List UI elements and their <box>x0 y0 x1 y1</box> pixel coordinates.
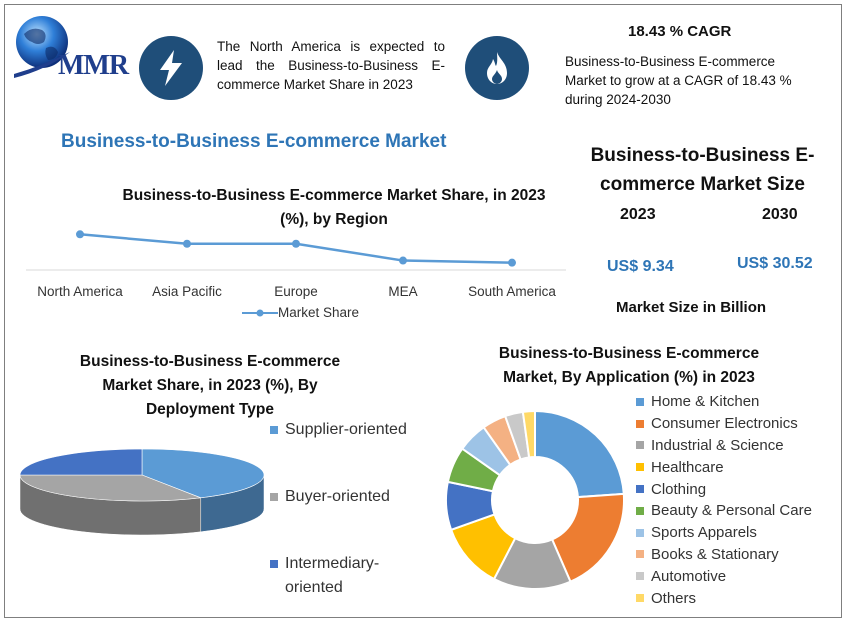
donut-slice <box>521 409 536 459</box>
main-title: Business-to-Business E-commerce Market <box>61 131 447 152</box>
flame-icon <box>465 36 529 100</box>
legend-label: Home & Kitchen <box>651 393 760 411</box>
legend-swatch <box>636 572 644 581</box>
legend-label: Consumer Electronics <box>651 415 798 433</box>
pie-slice <box>19 448 143 476</box>
pie-slice <box>141 448 265 499</box>
legend-item: Beauty & Personal Care <box>636 500 846 522</box>
region-chart-title: Business-to-Business E-commerce Market S… <box>122 187 546 228</box>
legend-item: Consumer Electronics <box>636 413 846 435</box>
x-tick-label: Asia Pacific <box>152 284 222 299</box>
legend-swatch <box>270 426 278 434</box>
legend-label: Healthcare <box>651 458 724 476</box>
x-tick-label: South America <box>468 284 556 299</box>
legend-label: Supplier-oriented <box>285 421 407 438</box>
lightning-icon <box>139 36 203 100</box>
legend-label: Clothing <box>651 480 707 498</box>
legend-swatch <box>636 528 644 537</box>
market-share-point <box>292 239 300 248</box>
legend-label: Automotive <box>651 567 727 585</box>
legend-label: Others <box>651 589 697 607</box>
x-tick-label: Europe <box>274 284 318 299</box>
application-legend: Home & Kitchen Consumer Electronics Indust… <box>636 391 846 609</box>
market-share-point <box>399 256 407 265</box>
globe-logo-icon <box>14 16 70 78</box>
market-size-value-2030: US$ 30.52 <box>737 255 813 272</box>
legend-item: Clothing <box>636 478 846 500</box>
application-chart-title: Business-to-Business E-commerce Market, … <box>498 345 760 386</box>
legend-swatch <box>636 485 644 494</box>
legend-swatch <box>270 560 278 568</box>
market-size-year-2030: 2030 <box>762 206 798 223</box>
legend-item: Automotive <box>636 565 846 587</box>
market-share-point <box>508 258 516 267</box>
legend-swatch <box>636 397 644 406</box>
legend-item: Others <box>636 587 846 609</box>
legend-swatch <box>636 594 644 603</box>
market-size-year-2023: 2023 <box>620 206 656 223</box>
market-share-point <box>183 239 191 248</box>
legend-item: Industrial & Science <box>636 435 846 457</box>
market-share-point <box>76 230 84 239</box>
legend-label: Industrial & Science <box>651 436 784 454</box>
legend-label: Buyer-oriented <box>285 488 390 505</box>
legend-label: Intermediary-oriented <box>285 555 380 596</box>
logo-text: MMR <box>58 50 129 81</box>
legend-item-supplier: Supplier-oriented <box>270 418 420 442</box>
infographic-frame <box>4 4 842 618</box>
market-size-value-2023: US$ 9.34 <box>607 258 674 275</box>
pie-slice <box>19 474 201 502</box>
legend-swatch <box>270 493 278 501</box>
x-tick-label: North America <box>37 284 123 299</box>
legend-swatch <box>636 441 644 450</box>
legend-item-buyer: Buyer-oriented <box>270 485 420 509</box>
region-chart-legend: Market Share <box>242 305 359 320</box>
legend-swatch <box>636 506 644 515</box>
legend-label: Beauty & Personal Care <box>651 502 812 520</box>
legend-item: Books & Stationary <box>636 544 846 566</box>
market-size-title: Business-to-Business E-commerce Market S… <box>590 145 815 195</box>
cagr-title: 18.43 % CAGR <box>628 23 732 40</box>
legend-label: Sports Apparels <box>651 524 757 542</box>
legend-swatch <box>636 419 644 428</box>
legend-item: Sports Apparels <box>636 522 846 544</box>
region-lead-note: The North America is expected to lead th… <box>217 39 445 92</box>
legend-swatch <box>636 463 644 472</box>
legend-swatch <box>636 550 644 559</box>
x-tick-label: MEA <box>388 284 418 299</box>
legend-line-marker <box>242 309 278 316</box>
donut-slice <box>534 409 625 499</box>
legend-series-name: Market Share <box>278 305 360 320</box>
deployment-chart-title: Business-to-Business E-commerce Market S… <box>79 353 341 418</box>
legend-item: Healthcare <box>636 456 846 478</box>
cagr-note: Business-to-Business E-commerce Market t… <box>565 54 792 107</box>
legend-item: Home & Kitchen <box>636 391 846 413</box>
legend-item-intermediary: Intermediary-oriented <box>270 552 420 600</box>
deployment-legend: Supplier-oriented Buyer-oriented Interme… <box>270 418 420 600</box>
market-size-unit-note: Market Size in Billion <box>616 299 767 316</box>
legend-label: Books & Stationary <box>651 545 779 563</box>
